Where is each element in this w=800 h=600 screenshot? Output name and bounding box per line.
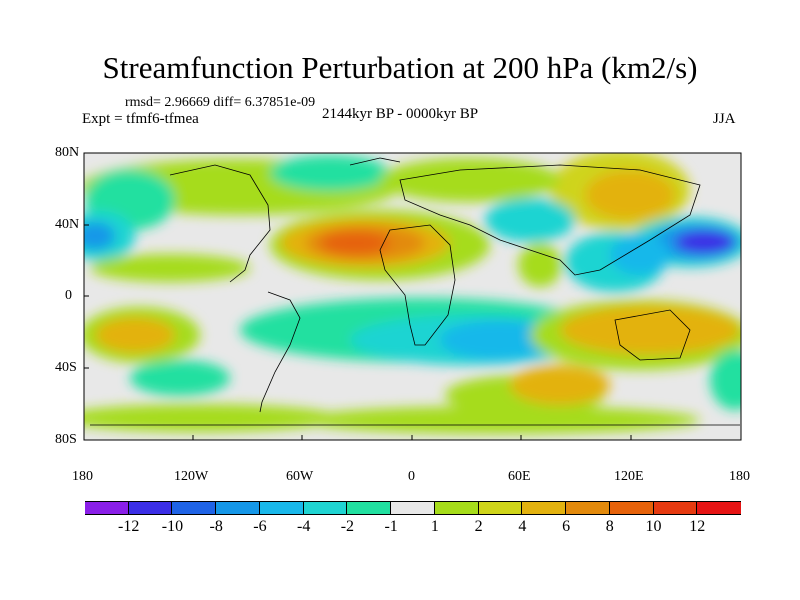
colorbar-label: 1	[430, 518, 439, 535]
colorbar-swatch	[697, 502, 741, 514]
colorbar-swatch	[303, 502, 348, 514]
lon-label-180e: 180	[729, 469, 750, 484]
lat-label-80s: 80S	[55, 432, 77, 447]
colorbar-label: -6	[253, 518, 267, 535]
lon-label-120w: 120W	[174, 469, 209, 484]
season-label: JJA	[713, 111, 736, 127]
colorbar-swatch	[522, 502, 567, 514]
colorbar-swatch	[216, 502, 260, 514]
colorbar-swatch	[609, 502, 654, 514]
colorbar-swatch	[347, 502, 392, 514]
colorbar-swatch	[434, 502, 479, 514]
colorbar	[85, 501, 741, 515]
colorbar-swatch	[172, 502, 217, 514]
lat-label-0: 0	[65, 288, 72, 303]
lon-label-180w: 180	[72, 469, 93, 484]
colorbar-swatch	[653, 502, 698, 514]
period-label: 2144kyr BP - 0000kyr BP	[322, 106, 479, 122]
lat-label-40s: 40S	[55, 360, 77, 375]
colorbar-swatch	[478, 502, 523, 514]
lon-label-120e: 120E	[614, 469, 644, 484]
colorbar-swatch	[391, 502, 435, 514]
colorbar-label: 8	[605, 518, 614, 535]
colorbar-label: -4	[296, 518, 311, 535]
colorbar-swatch	[128, 502, 173, 514]
experiment-label: Expt = tfmf6-tfmea	[82, 111, 199, 127]
lat-label-80n: 80N	[55, 145, 80, 160]
colorbar-label: -8	[209, 518, 223, 535]
colorbar-swatch	[259, 502, 304, 514]
colorbar-label: 4	[518, 518, 527, 535]
colorbar-label: 12	[689, 518, 706, 535]
colorbar-swatch	[566, 502, 610, 514]
lon-label-60e: 60E	[508, 469, 531, 484]
lon-label-0: 0	[408, 469, 415, 484]
colorbar-label: -1	[384, 518, 398, 535]
lat-label-40n: 40N	[55, 217, 80, 232]
stats-text: rmsd= 2.96669 diff= 6.37851e-09	[125, 95, 316, 110]
colorbar-label: 6	[562, 518, 571, 535]
colorbar-label: -2	[340, 518, 355, 535]
page-title: Streamfunction Perturbation at 200 hPa (…	[102, 50, 698, 85]
colorbar-label: 2	[474, 518, 483, 535]
colorbar-label: -10	[161, 518, 184, 535]
colorbar-label: -12	[118, 518, 140, 535]
colorbar-swatch	[85, 502, 129, 514]
colorbar-label: 10	[645, 518, 662, 535]
lon-label-60w: 60W	[286, 469, 314, 484]
